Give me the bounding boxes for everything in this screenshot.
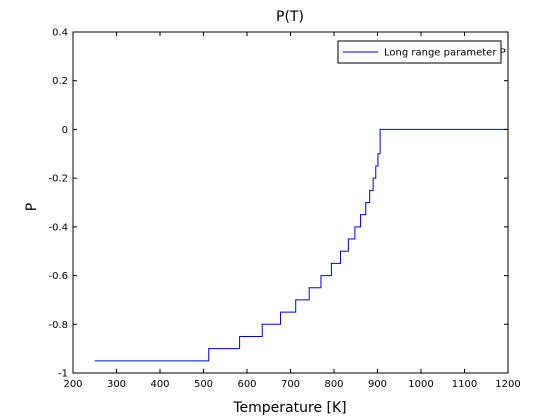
x-tick-label: 1000 (408, 379, 433, 390)
x-tick-label: 400 (150, 379, 169, 390)
y-tick-label: -0.4 (48, 222, 68, 233)
y-tick-label: 0 (62, 125, 68, 136)
y-tick-label: 0.4 (52, 28, 68, 39)
legend-label: Long range parameter P (384, 48, 506, 59)
y-tick-label: -1 (58, 369, 68, 380)
plot-background (73, 32, 508, 373)
x-tick-label: 700 (281, 379, 300, 390)
x-tick-label: 300 (107, 379, 126, 390)
x-axis-title: Temperature [K] (232, 400, 346, 416)
y-tick-label: -0.6 (48, 271, 68, 282)
chart-title: P(T) (276, 9, 304, 25)
y-tick-label: -0.2 (48, 174, 68, 185)
series-line (94, 128, 508, 362)
x-tick-label: 800 (324, 379, 343, 390)
x-tick-label: 1100 (452, 379, 477, 390)
x-tick-label: 1200 (495, 379, 520, 390)
y-axis-title: P (24, 203, 40, 211)
x-tick-label: 200 (63, 379, 82, 390)
legend-box (337, 40, 502, 64)
y-tick-label: -0.8 (48, 320, 68, 331)
x-tick-label: 500 (194, 379, 213, 390)
y-tick-label: 0.2 (52, 76, 68, 87)
x-tick-label: 600 (237, 379, 256, 390)
legend: Long range parameter P (337, 40, 506, 64)
x-tick-label: 900 (368, 379, 387, 390)
